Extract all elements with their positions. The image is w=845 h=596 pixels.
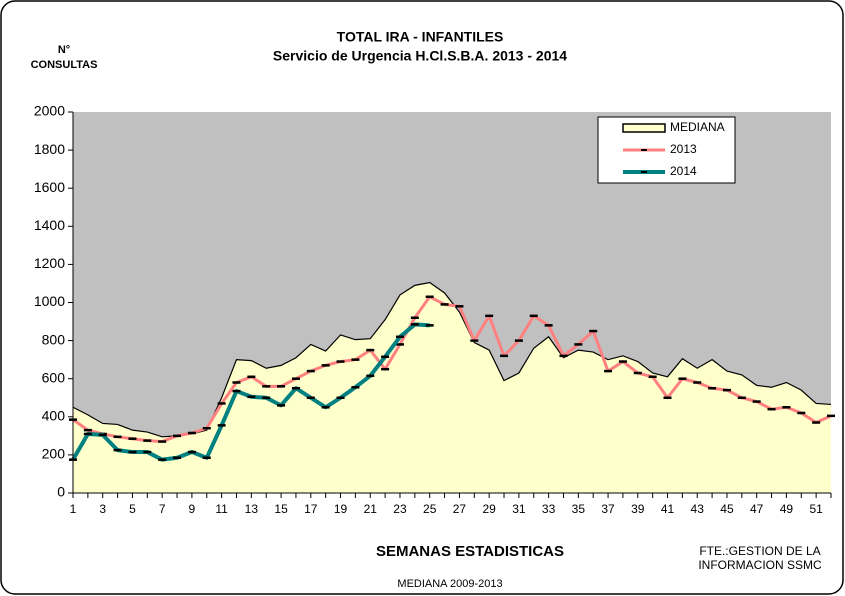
x-tick-label: 13 [245, 502, 259, 516]
area [73, 282, 831, 493]
y-tick-label: 600 [42, 369, 66, 385]
x-tick-label: 29 [482, 502, 496, 516]
x-tick-label: 31 [512, 502, 526, 516]
y-axis-title: CONSULTAS [31, 59, 98, 71]
y-tick-label: 400 [42, 408, 66, 424]
x-tick-label: 15 [274, 502, 288, 516]
footnote: MEDIANA 2009-2013 [397, 578, 502, 590]
x-tick-label: 37 [601, 502, 615, 516]
y-axis-title: N° [58, 44, 70, 56]
x-tick-label: 51 [809, 502, 823, 516]
x-tick-label: 25 [423, 502, 437, 516]
x-tick-label: 11 [215, 502, 228, 516]
x-tick-label: 9 [189, 502, 196, 516]
legend-label: MEDIANA [670, 120, 725, 134]
x-axis-title: SEMANAS ESTADISTICAS [376, 543, 564, 560]
y-tick-label: 1600 [34, 179, 65, 195]
y-tick-label: 800 [42, 331, 66, 347]
x-tick-label: 45 [720, 502, 734, 516]
y-tick-label: 1400 [34, 217, 65, 233]
x-tick-label: 47 [750, 502, 764, 516]
y-tick-label: 0 [57, 484, 65, 500]
legend-label: 2014 [670, 164, 697, 178]
legend-swatch [622, 123, 666, 133]
legend-label: 2013 [670, 142, 697, 156]
x-tick-label: 43 [691, 502, 705, 516]
line [72, 295, 832, 444]
x-tick-label: 39 [631, 502, 645, 516]
x-tick-label: 1 [70, 502, 77, 516]
x-tick-label: 21 [364, 502, 378, 516]
source-note: FTE.:GESTION DE LA [699, 544, 820, 558]
x-tick-label: 49 [780, 502, 794, 516]
x-tick-label: 5 [129, 502, 136, 516]
chart-title: TOTAL IRA - INFANTILES [337, 29, 504, 45]
y-tick-label: 1800 [34, 141, 65, 157]
x-tick-label: 3 [99, 502, 106, 516]
x-tick-label: 23 [393, 502, 407, 516]
y-tick-label: 2000 [34, 103, 65, 119]
x-tick-label: 27 [453, 502, 467, 516]
y-tick-label: 200 [42, 446, 66, 462]
x-tick-label: 17 [304, 502, 318, 516]
chart-subtitle: Servicio de Urgencia H.Cl.S.B.A. 2013 - … [273, 48, 567, 64]
x-tick-label: 35 [572, 502, 586, 516]
x-tick-label: 33 [542, 502, 556, 516]
x-tick-label: 19 [334, 502, 348, 516]
legend-box [597, 116, 736, 184]
y-tick-label: 1200 [34, 255, 65, 271]
x-tick-label: 7 [159, 502, 166, 516]
source-note: INFORMACION SSMC [698, 558, 822, 572]
x-tick-label: 41 [661, 502, 675, 516]
y-tick-label: 1000 [34, 293, 65, 309]
